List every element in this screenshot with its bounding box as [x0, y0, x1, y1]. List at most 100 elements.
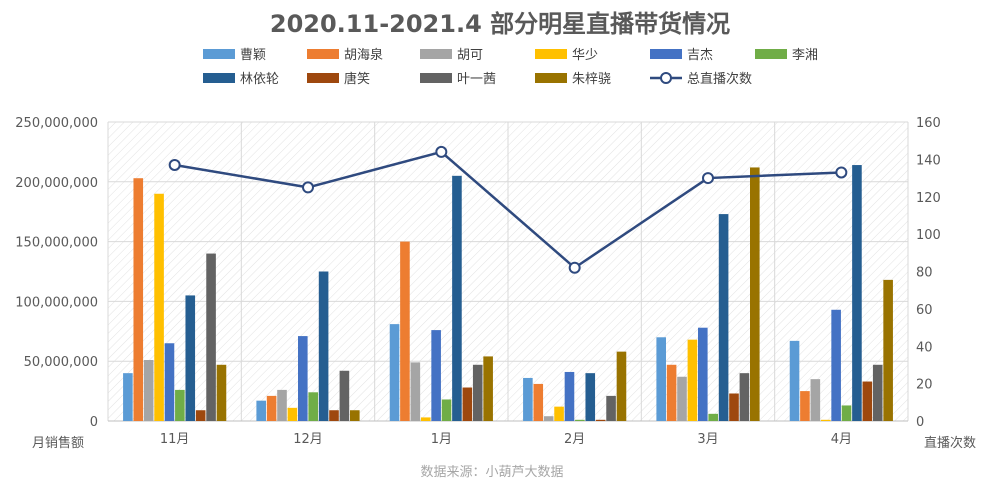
legend-label: 胡可	[457, 48, 483, 63]
x-tick-label: 4月	[831, 432, 852, 447]
y-left-tick-label: 0	[90, 415, 98, 430]
y-left-tick-label: 200,000,000	[15, 176, 98, 191]
bar	[452, 175, 462, 421]
bar	[554, 406, 564, 421]
bar	[862, 381, 873, 421]
bar	[872, 364, 883, 421]
legend-label: 总直播次数	[687, 71, 752, 87]
bar	[543, 416, 554, 421]
y-left-tick-label: 150,000,000	[15, 236, 98, 251]
bar	[133, 178, 144, 421]
bar	[852, 165, 862, 421]
chart-title: 2020.11-2021.4 部分明星直播带货情况	[270, 10, 730, 38]
legend-swatch	[535, 49, 567, 59]
legend-label: 叶一茜	[457, 72, 496, 87]
line-point	[302, 181, 314, 194]
line-point	[435, 145, 448, 158]
bar	[123, 373, 133, 421]
legend-label: 唐笑	[344, 71, 370, 87]
bar	[185, 295, 196, 421]
bar	[606, 395, 616, 421]
bar	[389, 324, 400, 421]
bar	[175, 389, 185, 421]
legend-swatch	[755, 49, 787, 59]
legend-label: 胡海泉	[344, 47, 383, 63]
y-right-tick-label: 120	[916, 191, 941, 206]
legend-label: 华少	[572, 48, 598, 63]
x-tick-label: 3月	[697, 432, 718, 447]
line-point	[168, 158, 181, 171]
bar	[729, 393, 739, 421]
legend-swatch	[203, 73, 235, 83]
x-tick-label: 1月	[431, 432, 452, 447]
bar	[739, 373, 750, 421]
bar	[266, 395, 277, 421]
bar	[708, 413, 718, 421]
bar	[841, 405, 852, 421]
y-left-tick-label: 50,000,000	[24, 355, 98, 370]
bar	[287, 407, 298, 421]
plot-area: 0 50,000,000 100,000,000 150,000,000 200,000…	[15, 116, 976, 451]
bar	[533, 383, 544, 421]
bar	[483, 356, 493, 421]
legend-label: 曹颖	[240, 48, 266, 63]
line-point	[702, 172, 714, 185]
bar	[677, 376, 687, 421]
bar	[666, 364, 677, 421]
x-tick-label: 12月	[293, 432, 323, 447]
y-right-tick-label: 80	[916, 266, 933, 281]
bar	[431, 330, 441, 421]
legend-swatch	[650, 49, 682, 59]
x-tick-label: 2月	[564, 432, 585, 447]
bar	[195, 410, 206, 421]
bar	[154, 193, 164, 421]
y-left-tick-label: 100,000,000	[15, 295, 98, 310]
bar	[318, 271, 329, 421]
legend-label: 林依轮	[240, 72, 279, 87]
bar	[698, 327, 708, 421]
legend-swatch	[420, 49, 452, 59]
line-series-path	[174, 150, 842, 270]
bar	[595, 419, 606, 421]
bar	[298, 336, 308, 421]
y-right-axis-title: 直播次数	[924, 435, 976, 451]
y-left-axis-title: 月销售额	[32, 435, 84, 451]
y-right-tick-label: 100	[916, 228, 941, 243]
bar	[616, 351, 627, 421]
bar	[216, 364, 227, 421]
bar	[410, 362, 421, 421]
bar	[350, 410, 360, 421]
legend-label: 朱梓骁	[572, 72, 611, 87]
y-left-tick-label: 250,000,000	[15, 116, 98, 131]
source-note: 数据来源：小葫芦大数据	[420, 465, 563, 480]
bar	[687, 339, 698, 421]
y-right-tick-label: 20	[916, 378, 933, 393]
line-point	[835, 166, 848, 179]
y-right-tick-label: 140	[916, 153, 941, 168]
bar	[883, 279, 893, 421]
bar	[810, 379, 821, 421]
y-right-tick-label: 0	[916, 415, 924, 430]
bar	[339, 370, 350, 421]
bar	[800, 391, 810, 421]
bar	[750, 167, 760, 421]
legend-label: 李湘	[792, 48, 818, 63]
legend-swatch	[535, 73, 567, 83]
bar	[143, 360, 154, 421]
bar	[400, 241, 410, 421]
y-right-tick-label: 160	[916, 116, 941, 131]
bar	[718, 214, 729, 421]
bar	[441, 399, 452, 421]
bar	[256, 400, 266, 421]
x-tick-label: 11月	[160, 432, 190, 447]
legend-swatch	[420, 73, 452, 83]
bar	[462, 387, 473, 421]
bar	[523, 377, 533, 421]
bar	[564, 371, 575, 421]
bar	[472, 364, 483, 421]
bar	[329, 410, 339, 421]
line-point	[568, 261, 581, 274]
